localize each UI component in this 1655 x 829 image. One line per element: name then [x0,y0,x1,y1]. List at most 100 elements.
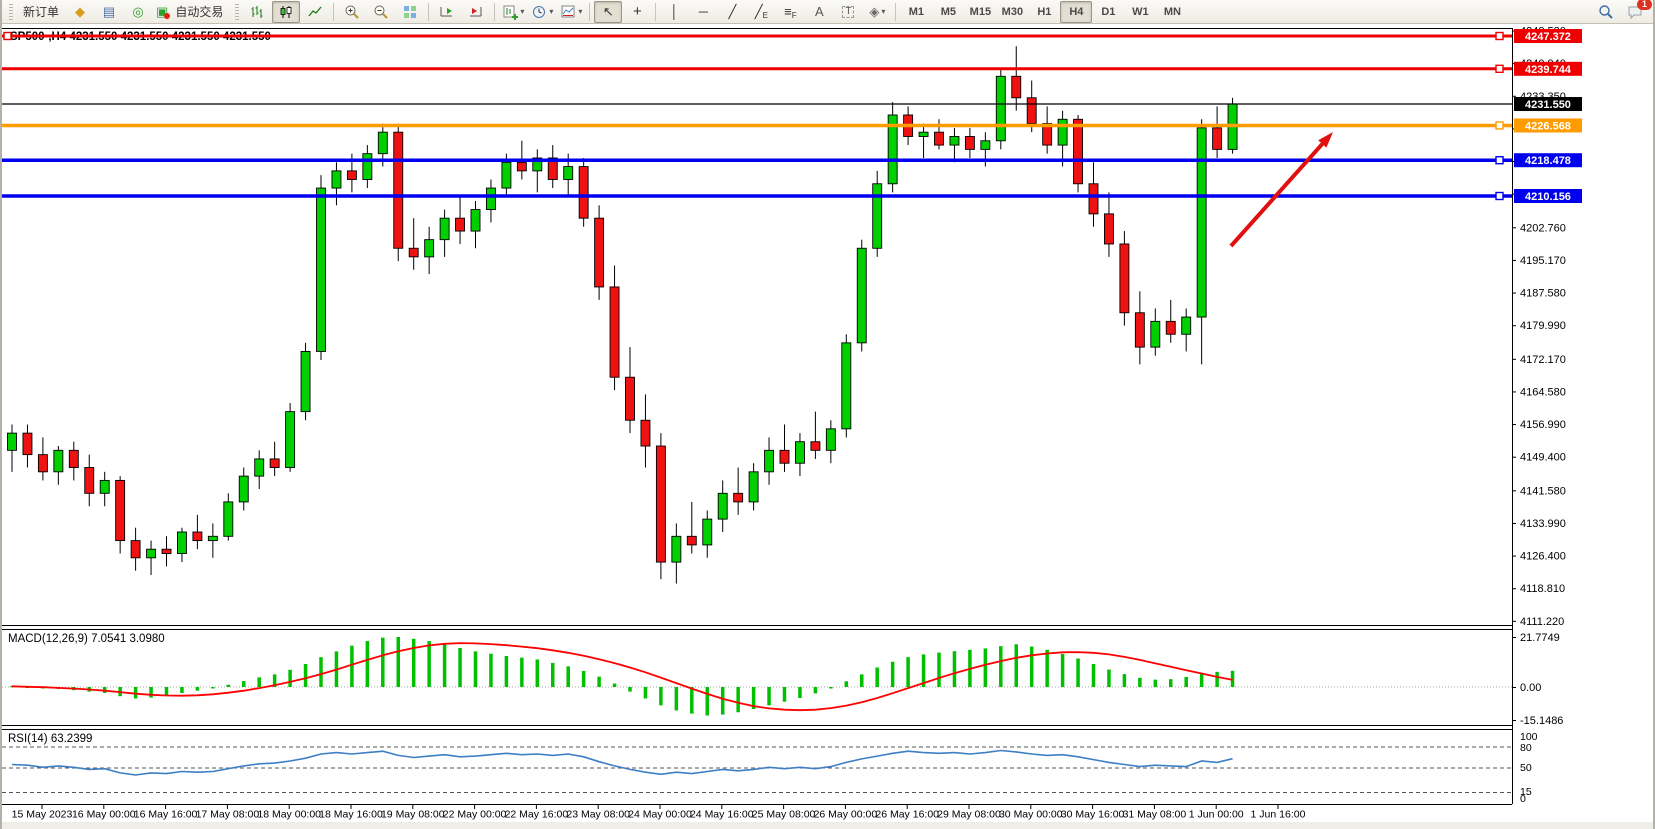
dropdown-caret: ▾ [881,7,886,16]
main-toolbar: 新订单 ◆ ▤ ◎ ▣ 自动交易 ▾ ▾ ▾ ↖ + │ ─ ╱ ╱ E ≡ F A [2,0,1653,24]
timeframe-button-MN[interactable]: MN [1163,5,1181,18]
candlestick-chart-button[interactable] [272,0,301,23]
macd-hist-bar [829,687,833,689]
macd-hist-bar [396,636,400,687]
arrows-tool-button[interactable]: ◈ ▾ [863,1,891,23]
macd-hist-bar [489,653,493,687]
macd-label: MACD(12,26,9) 7.0541 3.0980 [8,633,165,645]
line-chart-button[interactable] [301,1,329,23]
macd-scale-label: -15.1486 [1520,715,1563,727]
chart-shift-button[interactable] [462,1,490,23]
fibonacci-button[interactable]: ≡ F [776,1,804,23]
channel-button[interactable]: ╱ E [747,1,775,23]
timeframe-button-W1[interactable]: W1 [1132,5,1149,18]
vertical-line-button[interactable]: │ [660,1,688,23]
toolbar-separator [895,2,897,21]
hline-handle[interactable] [1495,156,1504,165]
text-tool-button[interactable]: A [805,1,833,23]
candle-body [7,432,17,451]
timeframe-button-H4[interactable]: H4 [1060,0,1093,23]
time-axis-label: 16 May 16:00 [134,809,198,821]
price-tick-label: 4133.990 [1520,518,1566,530]
hline-handle-left[interactable] [3,31,12,41]
price-tick-label: 4149.400 [1520,452,1566,464]
auto-scroll-button[interactable] [433,1,461,23]
macd-hist-bar [442,644,447,687]
timeframe-button-M30[interactable]: M30 [1001,5,1024,18]
candle-body [254,458,265,477]
horizontal-line-button[interactable]: ─ [689,1,717,23]
new-chart-button[interactable]: ▾ [499,1,527,23]
time-axis-label: 30 May 00:00 [999,809,1063,821]
candle-body [238,475,249,503]
zoom-out-button[interactable] [367,1,395,23]
candle-body [1073,118,1084,185]
search-button[interactable] [1592,1,1620,23]
time-axis-label: 22 May 16:00 [505,809,569,821]
market-watch-button[interactable]: ◆ [66,1,94,23]
periods-button[interactable]: ▾ [528,1,556,23]
crosshair-button[interactable]: + [623,1,651,23]
zoom-in-button[interactable] [338,1,366,23]
svg-text:4226.568: 4226.568 [1525,120,1571,132]
timeframe-button-M5[interactable]: M5 [940,5,957,18]
bar-chart-button[interactable] [243,1,271,23]
hline-handle[interactable] [1495,64,1504,73]
hline-handle[interactable] [1495,31,1504,41]
candle-body [594,217,605,288]
templates-button[interactable]: ▾ [557,1,585,23]
trend-arrow-line[interactable] [1229,139,1327,248]
trend-arrow-head[interactable] [1318,132,1333,148]
candle-body [547,157,558,180]
macd-hist-bar [226,684,231,687]
data-window-button[interactable]: ▤ [95,1,123,23]
navigator-button[interactable]: ◎ [124,1,152,23]
candle-body [748,471,759,503]
candle-body [53,449,64,473]
macd-hist-bar [1091,664,1096,687]
autotrading-button[interactable]: ▣ 自动交易 [153,1,231,23]
macd-hist-bar [365,641,370,687]
macd-hist-bar [1199,673,1204,687]
chat-button[interactable]: 1 [1621,0,1652,23]
macd-hist-bar [597,676,601,687]
svg-text:4210.156: 4210.156 [1525,191,1571,203]
tile-windows-button[interactable] [396,1,424,23]
hline-handle[interactable] [1495,121,1504,130]
horizontal-line-icon: ─ [698,4,708,19]
channel-icon: ╱ [754,4,763,19]
toolbar-separator [494,2,496,21]
timeframe-button-M1[interactable]: M1 [908,5,925,18]
svg-text:4239.744: 4239.744 [1525,64,1572,76]
time-axis-label: 30 May 16:00 [1061,809,1125,821]
macd-hist-bar [906,657,910,687]
label-tool-button[interactable]: T [834,1,862,23]
timeframe-button-H1[interactable]: H1 [1037,5,1052,18]
macd-hist-bar [566,666,570,687]
cursor-button[interactable]: ↖ [594,0,623,23]
candle-body [702,518,713,546]
new-order-button[interactable]: 新订单 [23,5,60,19]
time-axis-label: 25 May 08:00 [752,809,816,821]
candle-body [408,247,419,258]
rsi-scale-label: 80 [1520,742,1532,754]
toolbar-separator [655,2,657,21]
rsi-line [11,749,1233,776]
timeframe-group: M1 M5 M15 M30 H1 H4 D1 W1 MN [900,0,1188,23]
hline-handle[interactable] [1495,191,1504,201]
candle-body [764,449,774,473]
time-axis-label: 1 Jun 00:00 [1189,809,1244,821]
time-axis-label: 26 May 16:00 [875,809,939,821]
timeframe-button-M15[interactable]: M15 [969,5,992,18]
candle-body [207,535,218,542]
macd-hist-bar [690,687,694,714]
notification-badge: 1 [1637,0,1652,10]
macd-hist-bar [813,687,818,694]
timeframe-button-D1[interactable]: D1 [1101,5,1116,18]
trendline-button[interactable]: ╱ [718,1,746,23]
macd-hist-bar [350,645,354,687]
macd-hist-bar [1122,674,1127,687]
